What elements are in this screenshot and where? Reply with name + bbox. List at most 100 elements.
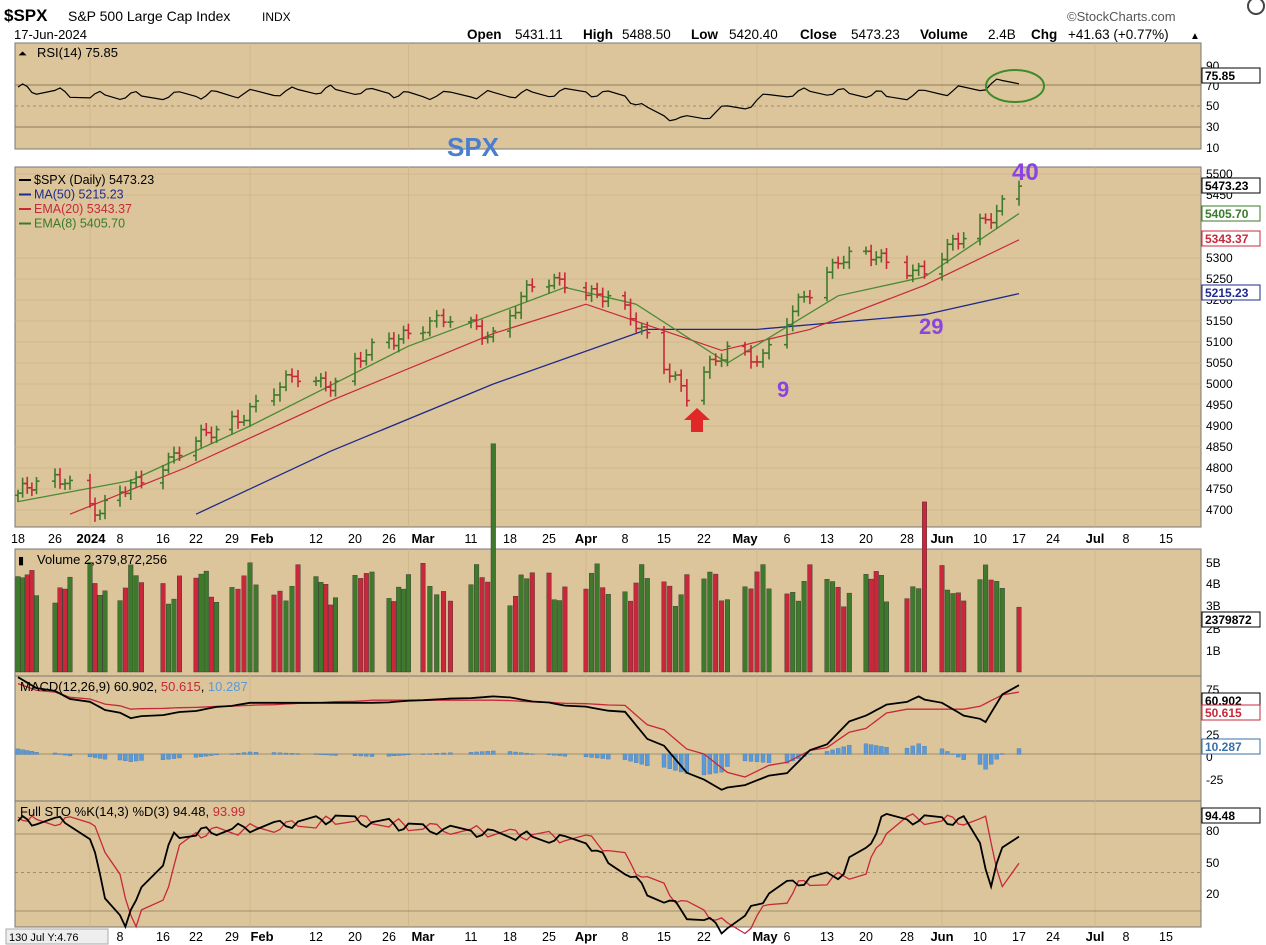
bottom-axis-label: 25 — [542, 930, 556, 944]
volume-bar — [128, 564, 134, 673]
volume-bar — [490, 443, 496, 673]
macd-hist-bar — [271, 752, 277, 755]
volume-bar — [529, 572, 535, 673]
volume-icon: ▮ — [18, 555, 24, 567]
volume-bar — [447, 600, 453, 673]
bottom-axis-label: 8 — [1123, 930, 1130, 944]
volume-bar — [160, 583, 166, 673]
price-tick: 5150 — [1206, 314, 1233, 328]
date-axis-label: 20 — [348, 532, 362, 546]
bottom-axis-label: May — [752, 929, 778, 944]
volume-tick: 4B — [1206, 577, 1221, 591]
macd-hist-bar — [719, 753, 724, 773]
date-axis-label: 8 — [1123, 532, 1130, 546]
volume-bar — [633, 582, 639, 673]
macd-hist-bar — [910, 745, 915, 755]
price-tick: 4750 — [1206, 482, 1233, 496]
macd-hist-bar — [204, 753, 209, 757]
macd-hist-bar — [1016, 748, 1022, 755]
volume-bar — [165, 603, 171, 673]
volume-bar — [784, 593, 790, 673]
date-axis-label: 26 — [382, 532, 396, 546]
macd-hist-bar — [606, 753, 611, 760]
macd-hist-bar — [166, 753, 171, 760]
close-value: 5473.23 — [851, 27, 900, 42]
macd-hist-bar — [441, 752, 446, 755]
macd-hist-bar — [633, 753, 639, 763]
volume-bar — [546, 572, 552, 673]
volume-value-tag-box — [1201, 611, 1261, 628]
bottom-axis-label: 13 — [820, 930, 834, 944]
macd-line — [17, 676, 1020, 791]
volume-tick: 3B — [1206, 599, 1221, 613]
macd-hist-bar — [193, 753, 199, 758]
high-label: High — [583, 27, 613, 42]
macd-hist-bar — [434, 753, 439, 755]
volume-bar — [1016, 606, 1022, 673]
price-tick: 4700 — [1206, 503, 1233, 517]
price-tick: 5300 — [1206, 251, 1233, 265]
annotation-40: 40 — [1012, 159, 1039, 186]
macd-hist-bar — [513, 751, 518, 755]
macd-hist-bar — [725, 753, 730, 767]
bottom-axis-label: Apr — [575, 929, 597, 944]
volume-bar — [52, 602, 58, 673]
date-axis-label: 20 — [859, 532, 873, 546]
macd-hist-bar — [474, 751, 479, 755]
price-tick: 5250 — [1206, 272, 1233, 286]
price-tick: 4950 — [1206, 398, 1233, 412]
macd-hist-bar — [364, 753, 369, 757]
bottom-axis-label: Feb — [250, 929, 273, 944]
macd-main-label: MACD(12,26,9) 60.902 — [20, 679, 154, 694]
macd-hist-bar — [956, 753, 961, 758]
macd-hist-bar — [420, 753, 426, 755]
sto-main-label: Full STO %K(14,3) %D(3) 94.48 — [20, 804, 205, 819]
symbol: $SPX — [4, 6, 48, 25]
macd-hist-bar — [830, 749, 835, 755]
volume-bar — [557, 600, 563, 673]
volume-bar — [884, 601, 890, 673]
volume-bar — [427, 586, 433, 673]
high-value: 5488.50 — [622, 27, 671, 42]
bottom-axis-label: 12 — [309, 930, 323, 944]
legend-item: EMA(20) 5343.37 — [34, 202, 132, 216]
rsi-tick: 50 — [1206, 99, 1220, 113]
date-axis-label: May — [732, 531, 758, 546]
volume-bar — [133, 575, 139, 673]
volume-bar — [589, 572, 595, 673]
bottom-axis-label: 29 — [225, 930, 239, 944]
macd-hist-bar — [396, 753, 401, 756]
volume-label: Volume 2,379,872,256 — [37, 552, 167, 567]
macd-hist-bar — [1000, 753, 1005, 755]
ema20-line — [69, 239, 1020, 515]
macd-hist-bar — [760, 753, 766, 763]
sto-value-tag-box — [1201, 807, 1261, 824]
macd-hist-bar — [468, 752, 474, 755]
volume-bar — [203, 570, 209, 673]
chg-value: +41.63 (+0.77%) — [1068, 27, 1169, 42]
sto-value-tag: 94.48 — [1205, 809, 1235, 823]
macd-hist-bar — [661, 753, 667, 768]
bottom-axis-label: 16 — [156, 930, 170, 944]
volume-bar — [235, 588, 241, 673]
macd-sep-1: , — [154, 679, 161, 694]
bottom-axis-label: 15 — [657, 930, 671, 944]
close-icon[interactable] — [1247, 0, 1265, 15]
volume-bar — [34, 595, 40, 673]
macd-hist-bar — [177, 753, 182, 759]
volume-bar — [600, 587, 606, 673]
volume-bar — [605, 594, 611, 673]
date-axis-label: 29 — [225, 532, 239, 546]
macd-hist-bar — [295, 753, 301, 755]
macd-hist-bar — [133, 753, 139, 762]
price-tag-2-box — [1201, 230, 1261, 247]
macd-hist-bar — [841, 746, 846, 755]
volume-bar — [583, 588, 589, 673]
volume-bar — [391, 601, 397, 673]
price-tick: 4800 — [1206, 461, 1233, 475]
volume-bar — [513, 595, 519, 673]
volume-bar — [999, 588, 1005, 673]
bottom-axis-label: Jun — [930, 929, 953, 944]
bottom-axis-label: 20 — [348, 930, 362, 944]
macd-hist-bar — [879, 746, 884, 755]
